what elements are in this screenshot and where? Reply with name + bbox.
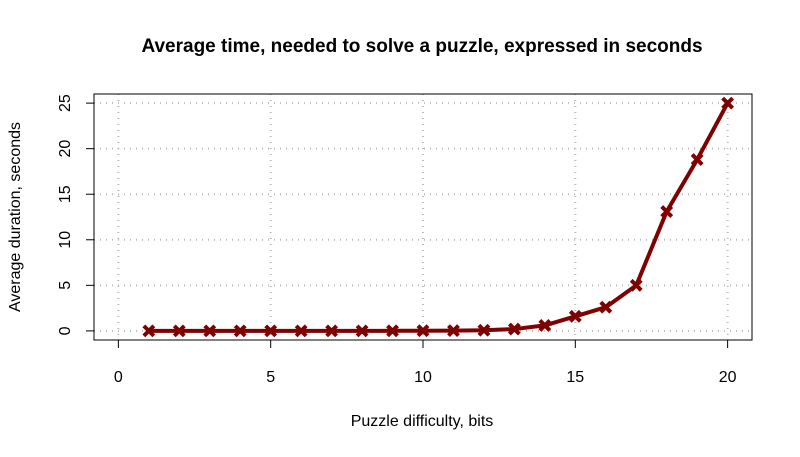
data-point	[142, 324, 156, 338]
data-point	[568, 309, 582, 323]
data-point	[416, 324, 430, 338]
data-point	[325, 324, 339, 338]
data-point	[477, 323, 491, 337]
y-tick-label: 0	[57, 326, 74, 335]
data-point	[233, 324, 247, 338]
x-tick-label: 5	[266, 369, 275, 386]
data-point	[660, 205, 674, 218]
data-point	[629, 278, 643, 292]
y-tick-label: 15	[57, 185, 74, 203]
x-tick-label: 0	[114, 369, 123, 386]
data-point	[294, 324, 308, 338]
y-axis-label: Average duration, seconds	[7, 122, 24, 312]
y-tick-label: 5	[57, 281, 74, 290]
chart-title: Average time, needed to solve a puzzle, …	[141, 36, 702, 57]
data-point	[599, 300, 613, 314]
y-tick-label: 20	[57, 140, 74, 158]
data-point	[386, 324, 399, 338]
data-point	[264, 324, 278, 338]
data-line	[148, 102, 730, 333]
x-axis-label: Puzzle difficulty, bits	[351, 413, 494, 430]
plot-frame	[93, 93, 753, 341]
data-point	[355, 324, 369, 338]
x-tick-label: 20	[719, 369, 737, 386]
data-point	[721, 96, 735, 110]
y-tick-label: 25	[57, 94, 74, 112]
x-tick-label: 15	[566, 369, 584, 386]
data-point	[172, 324, 186, 338]
data-point	[507, 322, 521, 336]
data-point	[447, 324, 460, 338]
y-tick-label: 10	[57, 231, 74, 249]
data-point	[538, 319, 552, 332]
data-point	[690, 153, 704, 167]
data-point	[203, 324, 217, 338]
x-tick-label: 10	[414, 369, 432, 386]
